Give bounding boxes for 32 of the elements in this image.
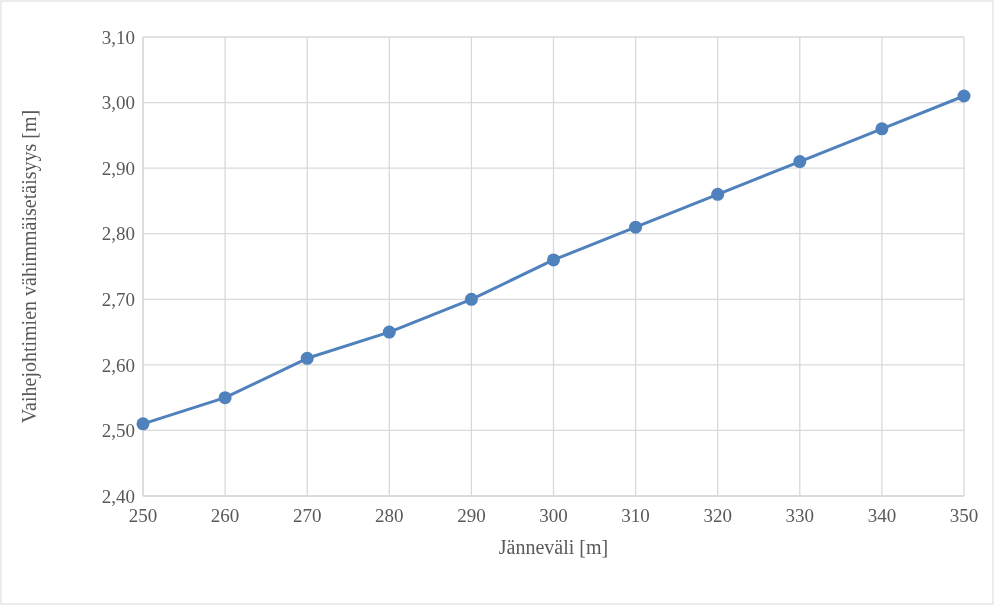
y-tick-label: 2,50: [101, 420, 135, 442]
y-tick-label: 2,40: [101, 485, 135, 507]
x-tick-label: 280: [375, 505, 404, 526]
y-tick-label: 2,70: [101, 288, 135, 310]
x-tick-label: 310: [621, 505, 650, 526]
point: [300, 351, 314, 365]
point: [218, 391, 232, 405]
point: [382, 325, 396, 339]
x-tick-label: 270: [292, 505, 322, 526]
x-tick-label: 290: [457, 505, 486, 526]
point: [711, 187, 725, 201]
point: [136, 417, 150, 431]
x-tick-label: 340: [867, 505, 897, 526]
x-tick-label: 260: [210, 505, 240, 526]
x-tick-label: 250: [128, 505, 158, 526]
y-tick-label: 3,10: [101, 26, 135, 48]
point: [547, 253, 560, 267]
y-tick-label: 2,80: [101, 223, 135, 245]
x-tick-label: 350: [949, 505, 979, 526]
x-tick-label: 330: [785, 505, 815, 526]
y-axis-title: Vaihejohtimien vähimmäisetäisyys [m]: [18, 109, 41, 424]
x-axis-title: Jänneväli [m]: [498, 536, 609, 558]
point: [875, 122, 889, 136]
point: [464, 292, 478, 306]
x-tick-label: 300: [539, 505, 568, 526]
y-tick-label: 2,90: [101, 157, 135, 179]
y-tick-label: 3,00: [101, 92, 135, 114]
point: [957, 89, 971, 103]
point: [793, 155, 807, 169]
point: [629, 220, 643, 234]
x-tick-label: 320: [703, 505, 732, 526]
y-tick-label: 2,60: [101, 354, 135, 376]
